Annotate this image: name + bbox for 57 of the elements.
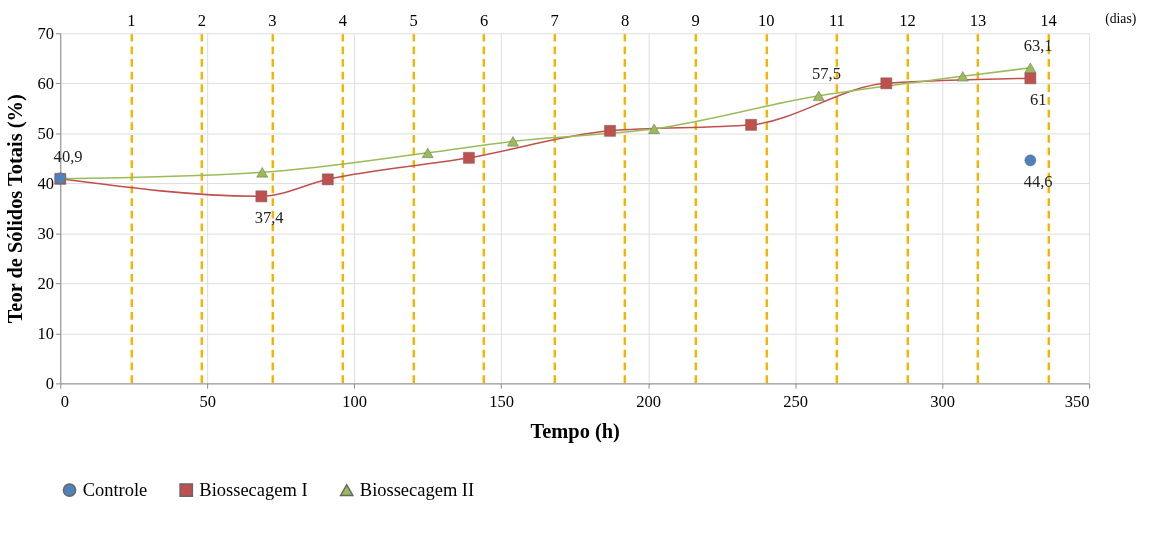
point [421, 147, 434, 158]
x2-tick-label: 8 [621, 11, 630, 31]
annotation: 63,1 [1023, 36, 1053, 56]
x2-tick-label: 4 [338, 11, 348, 31]
point [1024, 62, 1037, 73]
x2-tick-label: 10 [758, 11, 775, 31]
y-tick-label: 30 [37, 223, 54, 243]
x2-tick-label: 13 [969, 11, 987, 31]
x-tick-label: 0 [60, 392, 70, 412]
point [604, 125, 616, 137]
point [256, 167, 269, 178]
y-tick-label: 0 [45, 373, 54, 393]
x2-tick-label: 11 [828, 11, 845, 31]
legend-label: Controle [82, 479, 148, 500]
x2-tick-label: 2 [197, 11, 207, 31]
x2-tick-label: 7 [550, 11, 559, 31]
point [956, 71, 969, 82]
y-tick-label: 20 [37, 273, 54, 293]
x-tick-label: 100 [342, 392, 368, 412]
x2-tick-label: 1 [127, 11, 136, 31]
point [507, 136, 519, 147]
y-tick-label: 60 [37, 73, 54, 93]
annotation: 40,9 [53, 147, 83, 167]
x-tick-label: 150 [489, 392, 515, 412]
x-axis-title: Tempo (h) [530, 420, 620, 444]
y-tick-label: 40 [37, 173, 54, 193]
point [648, 123, 660, 134]
x2-tick-label: 6 [479, 11, 489, 31]
y-tick-label: 10 [37, 323, 54, 343]
x2-tick-label: 9 [691, 11, 700, 31]
point [812, 90, 825, 101]
x2-tick-label: 5 [409, 11, 418, 31]
x-tick-label: 200 [636, 392, 662, 412]
point [255, 190, 268, 203]
annotation: 44,6 [1023, 171, 1053, 191]
y-tick-label: 50 [37, 123, 54, 143]
x2-tick-label: 14 [1040, 11, 1057, 31]
point [463, 152, 475, 164]
x-tick-label: 50 [199, 392, 217, 412]
point [1024, 154, 1037, 167]
y-tick-label: 70 [37, 23, 54, 43]
point [745, 119, 757, 131]
x-tick-label: 350 [1064, 392, 1090, 412]
x2-tick-label: 12 [899, 11, 916, 31]
x-tick-label: 300 [930, 392, 956, 412]
annotation: 61 [1029, 89, 1047, 109]
x2-tick-label: 3 [268, 11, 277, 31]
point [1024, 72, 1037, 85]
y-axis-title: Teor de Sólidos Totais (%) [3, 94, 27, 324]
x2-axis-title: (dias) [1105, 11, 1137, 28]
point [880, 77, 893, 90]
point [322, 173, 334, 186]
annotation: 57,5 [812, 64, 841, 84]
annotation: 37,4 [254, 207, 284, 227]
x-tick-label: 250 [783, 392, 809, 412]
legend-label: Biossecagem I [199, 479, 308, 500]
legend-label: Biossecagem II [359, 479, 475, 500]
